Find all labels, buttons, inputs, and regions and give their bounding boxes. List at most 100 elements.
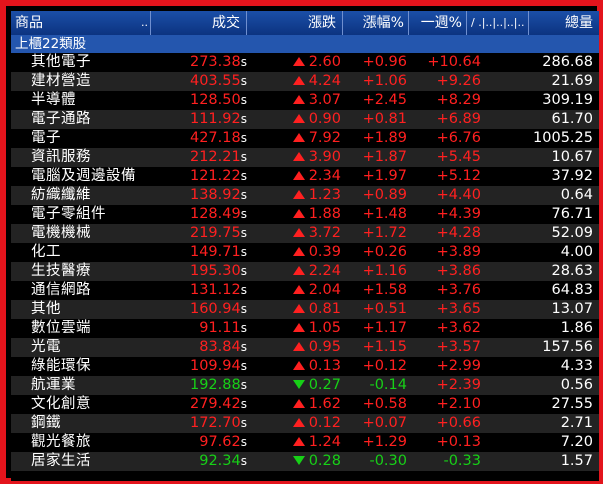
table-row[interactable]: 電子零組件 128.49s 1.88 +1.48 +4.39 76.71 [11, 205, 599, 224]
volume-value: 28.63 [551, 263, 593, 279]
table-row[interactable]: 生技醫療 195.30s 2.24 +1.16 +3.86 28.63 [11, 262, 599, 281]
table-row[interactable]: 化工 149.71s 0.39 +0.26 +3.89 4.00 [11, 243, 599, 262]
sector-name: 化工 [31, 244, 61, 260]
table-row[interactable]: 數位雲端 91.11s 1.05 +1.17 +3.62 1.86 [11, 319, 599, 338]
volume-value: 21.69 [551, 73, 593, 89]
change-cell: 4.24 [292, 72, 341, 91]
change-value: 1.24 [308, 434, 341, 450]
price-suffix: s [240, 112, 247, 126]
change-cell: 0.27 [292, 376, 341, 395]
sector-name: 資訊服務 [31, 149, 91, 165]
change-value: 1.88 [308, 206, 341, 222]
pct-value: +1.97 [362, 168, 407, 184]
table-row[interactable]: 紡織纖維 138.92s 1.23 +0.89 +4.40 0.64 [11, 186, 599, 205]
table-row[interactable]: 半導體 128.50s 3.07 +2.45 +8.29 309.19 [11, 91, 599, 110]
table-header: 商品 .. 成交 漲跌 漲幅% 一週% / .|..|..|..|.. 總量 [11, 11, 599, 35]
table-row[interactable]: 資訊服務 212.21s 3.90 +1.87 +5.45 10.67 [11, 148, 599, 167]
table-row[interactable]: 電子通路 111.92s 0.90 +0.81 +6.89 61.70 [11, 110, 599, 129]
col-header-name[interactable]: 商品 .. [11, 11, 151, 35]
change-cell: 1.24 [292, 433, 341, 452]
col-header-pct[interactable]: 漲幅% [343, 11, 409, 35]
sector-name: 紡織纖維 [31, 187, 91, 203]
price-value: 403.55 [189, 73, 241, 89]
price-cell: 192.88s [190, 376, 247, 395]
table-row[interactable]: 綠能環保 109.94s 0.13 +0.12 +2.99 4.33 [11, 357, 599, 376]
price-cell: 212.21s [190, 148, 247, 167]
change-value: 1.23 [308, 187, 341, 203]
change-cell: 3.90 [292, 148, 341, 167]
price-suffix: s [240, 283, 247, 297]
volume-value: 27.55 [551, 396, 593, 412]
price-value: 192.88 [189, 377, 241, 393]
week-pct-value: -0.33 [443, 453, 481, 469]
price-value: 273.38 [189, 54, 241, 70]
table-row[interactable]: 其他 160.94s 0.81 +0.51 +3.65 13.07 [11, 300, 599, 319]
price-suffix: s [240, 359, 247, 373]
volume-value: 4.00 [560, 244, 593, 260]
triangle-up-icon [292, 189, 305, 199]
table-row[interactable]: 居家生活 92.34s 0.28 -0.30 -0.33 1.57 [11, 452, 599, 471]
price-cell: 160.94s [190, 300, 247, 319]
week-pct-value: +0.66 [436, 415, 481, 431]
table-row[interactable]: 建材營造 403.55s 4.24 +1.06 +9.26 21.69 [11, 72, 599, 91]
pct-value: +1.29 [362, 434, 407, 450]
week-pct-value: +4.39 [436, 206, 481, 222]
table-row[interactable]: 觀光餐旅 97.62s 1.24 +1.29 +0.13 7.20 [11, 433, 599, 452]
price-suffix: s [240, 226, 247, 240]
col-header-change[interactable]: 漲跌 [247, 11, 343, 35]
col-header-week[interactable]: 一週% [409, 11, 467, 35]
triangle-up-icon [292, 284, 305, 294]
change-cell: 0.12 [292, 414, 341, 433]
week-pct-value: +10.64 [427, 54, 481, 70]
pct-value: +0.07 [362, 415, 407, 431]
table-row[interactable]: 通信網路 131.12s 2.04 +1.58 +3.76 64.83 [11, 281, 599, 300]
price-suffix: s [240, 454, 247, 468]
pct-value: +1.72 [362, 225, 407, 241]
week-pct-value: +3.86 [436, 263, 481, 279]
price-suffix: s [240, 302, 247, 316]
week-pct-value: +2.99 [436, 358, 481, 374]
table-row[interactable]: 電腦及週邊設備 121.22s 2.34 +1.97 +5.12 37.92 [11, 167, 599, 186]
table-row[interactable]: 文化創意 279.42s 1.62 +0.58 +2.10 27.55 [11, 395, 599, 414]
pct-value: +0.51 [362, 301, 407, 317]
price-value: 427.18 [189, 130, 241, 146]
change-value: 7.92 [308, 130, 341, 146]
table-row[interactable]: 電子 427.18s 7.92 +1.89 +6.76 1005.25 [11, 129, 599, 148]
pct-value: +1.15 [362, 339, 407, 355]
col-header-extra[interactable]: / .|..|..|..|.. [467, 11, 529, 35]
price-cell: 138.92s [190, 186, 247, 205]
col-header-price[interactable]: 成交 [151, 11, 247, 35]
pct-value: +0.81 [362, 111, 407, 127]
pct-value: +1.06 [362, 73, 407, 89]
group-label: 上櫃22類股 [11, 35, 599, 53]
volume-value: 157.56 [542, 339, 593, 355]
change-cell: 0.13 [292, 357, 341, 376]
sector-name: 數位雲端 [31, 320, 91, 336]
sector-name: 其他電子 [31, 54, 91, 70]
table-row[interactable]: 航運業 192.88s 0.27 -0.14 +2.39 0.56 [11, 376, 599, 395]
price-suffix: s [240, 378, 247, 392]
volume-value: 10.67 [551, 149, 593, 165]
price-cell: 195.30s [190, 262, 247, 281]
change-cell: 1.88 [292, 205, 341, 224]
table-row[interactable]: 電機機械 219.75s 3.72 +1.72 +4.28 52.09 [11, 224, 599, 243]
table-row[interactable]: 鋼鐵 172.70s 0.12 +0.07 +0.66 2.71 [11, 414, 599, 433]
table-row[interactable]: 其他電子 273.38s 2.60 +0.96 +10.64 286.68 [11, 53, 599, 72]
volume-value: 1.57 [560, 453, 593, 469]
volume-value: 309.19 [542, 92, 593, 108]
price-cell: 109.94s [190, 357, 247, 376]
sector-name: 居家生活 [31, 453, 91, 469]
week-pct-value: +3.65 [436, 301, 481, 317]
change-value: 0.90 [308, 111, 341, 127]
col-header-dots: .. [141, 16, 148, 29]
sector-name: 綠能環保 [31, 358, 91, 374]
triangle-up-icon [292, 417, 305, 427]
sector-name: 半導體 [31, 92, 76, 108]
change-cell: 1.05 [292, 319, 341, 338]
col-header-total[interactable]: 總量 [565, 15, 593, 31]
quote-panel: 商品 .. 成交 漲跌 漲幅% 一週% / .|..|..|..|.. 總量 上… [11, 11, 599, 481]
change-value: 3.07 [308, 92, 341, 108]
pct-value: +1.48 [362, 206, 407, 222]
table-row[interactable]: 光電 83.84s 0.95 +1.15 +3.57 157.56 [11, 338, 599, 357]
triangle-up-icon [292, 265, 305, 275]
